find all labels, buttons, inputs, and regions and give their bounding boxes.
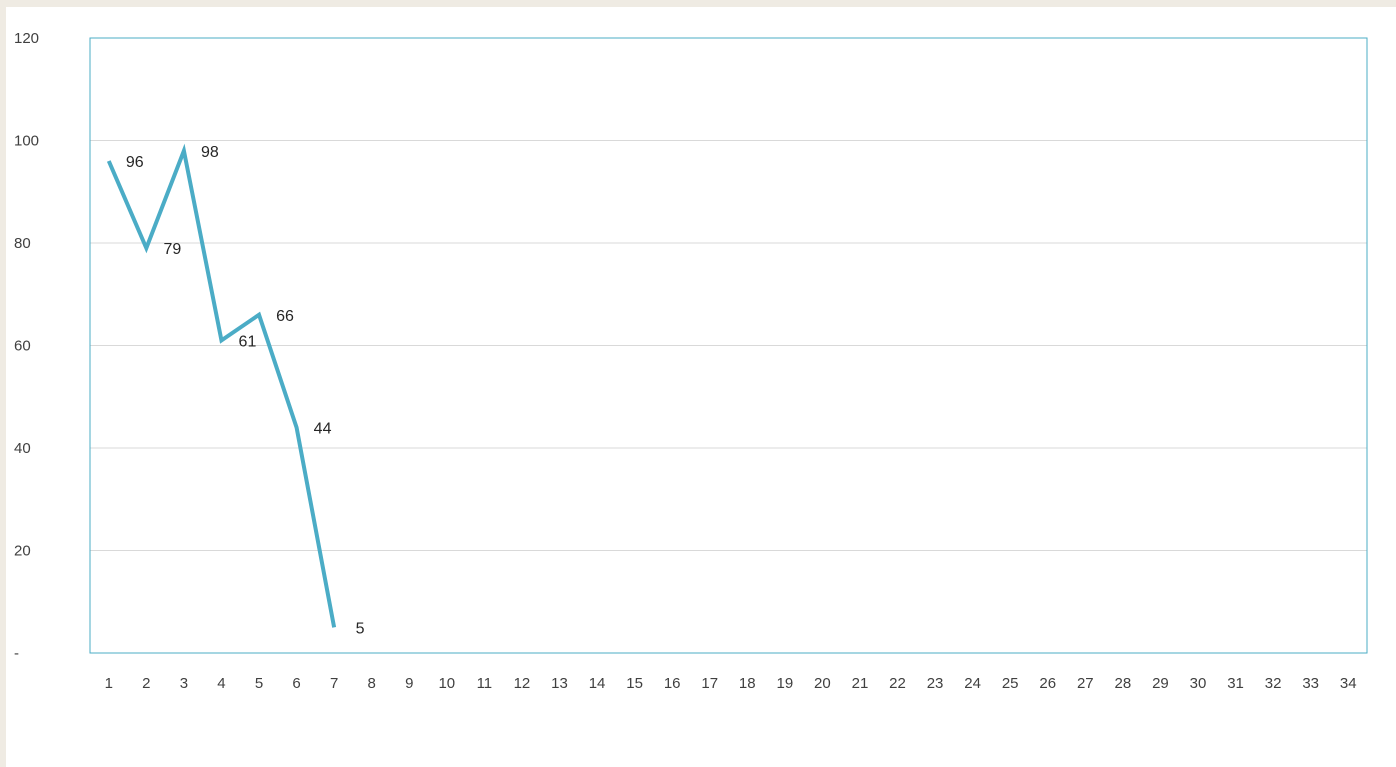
x-tick-label: 18 — [739, 675, 756, 692]
x-tick-label: 17 — [701, 675, 718, 692]
x-tick-label: 34 — [1340, 675, 1357, 692]
x-tick-label: 25 — [1002, 675, 1019, 692]
x-tick-label: 20 — [814, 675, 831, 692]
data-label: 61 — [239, 333, 257, 350]
chart-panel: -20 40 60 80 100 120 1 2 3 4 5 6 7 8 9 10 11 12 13 14 15 16 17… — [6, 7, 1396, 767]
data-label: 79 — [163, 241, 181, 258]
data-point — [219, 338, 223, 342]
data-point — [332, 625, 336, 629]
x-tick-label: 30 — [1190, 675, 1207, 692]
x-tick-label: 24 — [964, 675, 981, 692]
x-tick-label: 14 — [589, 675, 606, 692]
x-tick-label: 11 — [477, 675, 493, 692]
data-point — [182, 149, 186, 153]
x-tick-label: 6 — [292, 675, 300, 692]
data-point — [295, 426, 299, 430]
y-tick-label: 80 — [14, 235, 31, 252]
series-line — [106, 143, 337, 628]
x-tick-label: 15 — [626, 675, 643, 692]
x-tick-label: 4 — [217, 675, 225, 692]
x-tick-label: 3 — [180, 675, 188, 692]
x-tick-label: 26 — [1039, 675, 1056, 692]
x-tick-label: 5 — [255, 675, 263, 692]
x-tick-label: 12 — [514, 675, 531, 692]
x-tick-label: 10 — [438, 675, 455, 692]
y-tick-label: - — [14, 645, 19, 662]
x-tick-label: 13 — [551, 675, 568, 692]
x-tick-label: 28 — [1115, 675, 1132, 692]
x-tick-label: 33 — [1302, 675, 1319, 692]
plot-area-frame — [89, 37, 1368, 654]
data-point — [257, 313, 261, 317]
x-tick-label: 27 — [1077, 675, 1094, 692]
data-label: 44 — [314, 421, 332, 438]
x-tick-label: 8 — [368, 675, 376, 692]
data-label: 98 — [201, 144, 219, 161]
data-label: 5 — [356, 620, 365, 637]
x-tick-label: 1 — [105, 675, 113, 692]
x-tick-label: 31 — [1227, 675, 1244, 692]
x-tick-label: 19 — [776, 675, 793, 692]
y-tick-label: 100 — [14, 133, 39, 150]
data-point — [107, 159, 111, 163]
y-tick-label: 40 — [14, 440, 31, 457]
x-tick-label: 7 — [330, 675, 338, 692]
y-tick-label: 120 — [14, 30, 39, 47]
x-tick-label: 21 — [852, 675, 869, 692]
x-tick-label: 16 — [664, 675, 681, 692]
x-tick-label: 32 — [1265, 675, 1282, 692]
data-point — [144, 246, 148, 250]
data-label: 96 — [126, 154, 144, 171]
x-tick-label: 29 — [1152, 675, 1169, 692]
y-tick-label: 20 — [14, 543, 31, 560]
y-tick-label: 60 — [14, 338, 31, 355]
x-tick-label: 9 — [405, 675, 413, 692]
x-tick-label: 22 — [889, 675, 906, 692]
x-tick-label: 23 — [927, 675, 944, 692]
x-tick-label: 2 — [142, 675, 150, 692]
data-label: 66 — [276, 308, 294, 325]
